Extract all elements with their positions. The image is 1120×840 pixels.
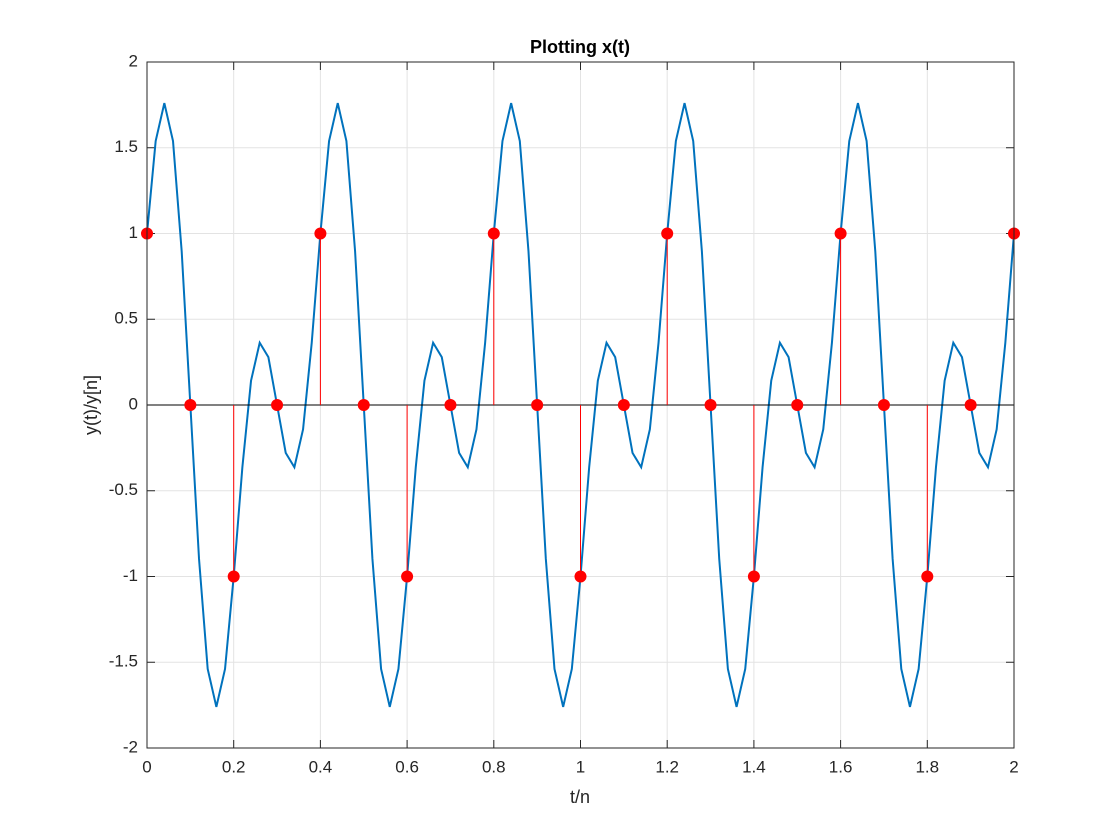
stem-marker	[271, 399, 284, 411]
x-tick-label: 0.8	[482, 757, 506, 776]
stem-marker	[921, 570, 934, 583]
x-tick-label: 2	[1009, 757, 1018, 776]
stem-marker	[964, 399, 977, 411]
stem-marker	[834, 227, 847, 240]
stem-marker	[791, 399, 804, 411]
x-tick-label: 1.8	[915, 757, 939, 776]
x-tick-label: 0.4	[309, 757, 333, 776]
chart-title: Plotting x(t)	[530, 37, 630, 57]
stem-marker	[877, 399, 890, 411]
x-tick-label: 0.2	[222, 757, 246, 776]
stem-marker	[617, 399, 630, 411]
y-tick-label: -2	[123, 737, 138, 756]
stem-marker	[314, 227, 327, 240]
y-tick-label: 0.5	[114, 309, 138, 328]
x-tick-label: 1.2	[655, 757, 679, 776]
y-tick-label: 2	[129, 51, 138, 70]
y-tick-label: 0	[129, 394, 138, 413]
stem-marker	[574, 570, 587, 583]
stem-marker	[487, 227, 500, 240]
y-tick-label: -1.5	[109, 652, 138, 671]
y-tick-label: -1	[123, 566, 138, 585]
stem-marker	[357, 399, 370, 411]
x-axis-label: t/n	[570, 787, 590, 807]
y-tick-label: -0.5	[109, 480, 138, 499]
stem-marker	[661, 227, 674, 240]
stem-marker	[184, 399, 197, 411]
x-tick-label: 0.6	[395, 757, 419, 776]
stem-marker	[531, 399, 544, 411]
y-axis-label: y(t)/y[n]	[81, 375, 101, 435]
x-tick-label: 1.4	[742, 757, 766, 776]
axes-box	[146, 61, 1015, 749]
x-tick-label: 1	[576, 757, 585, 776]
x-tick-label: 0	[142, 757, 151, 776]
stem-marker	[401, 570, 414, 583]
y-tick-label: 1.5	[114, 137, 138, 156]
stem-marker	[704, 399, 717, 411]
stem-marker	[227, 570, 240, 583]
stem-marker	[747, 570, 760, 583]
x-tick-label: 1.6	[829, 757, 853, 776]
y-tick-label: 1	[129, 223, 138, 242]
stem-marker	[444, 399, 457, 411]
